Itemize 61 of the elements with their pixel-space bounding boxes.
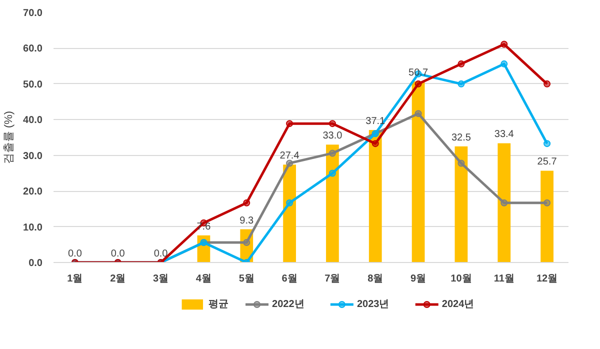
legend-label: 2024년 — [442, 299, 474, 310]
y-tick-label: 10.0 — [23, 222, 43, 234]
y-tick-label: 30.0 — [23, 150, 43, 162]
point — [243, 199, 250, 206]
point — [286, 160, 294, 167]
x-tick-label: 1월 — [67, 274, 83, 284]
point — [243, 239, 250, 246]
y-tick-label: 20.0 — [23, 186, 43, 198]
point — [500, 40, 508, 48]
data-label: 27.4 — [280, 150, 300, 162]
data-label: 0.0 — [154, 248, 168, 260]
point — [286, 120, 294, 128]
bar — [498, 143, 511, 262]
point — [544, 140, 551, 148]
x-tick-label: 2월 — [110, 274, 126, 284]
bar — [412, 81, 425, 262]
point — [414, 110, 422, 118]
point — [328, 120, 336, 128]
bar — [368, 130, 382, 262]
bar — [283, 164, 296, 262]
legend-label: 평균 — [208, 299, 228, 310]
data-label: 25.7 — [537, 156, 558, 168]
point — [286, 199, 294, 206]
bar — [454, 146, 468, 262]
y-tick-label: 60.0 — [23, 44, 43, 55]
y-tick-label: 70.0 — [23, 8, 43, 19]
point — [328, 150, 336, 157]
data-label: 32.5 — [451, 132, 472, 144]
y-tick-label: 0.0 — [28, 258, 43, 269]
x-tick-label: 9월 — [410, 274, 426, 284]
point — [458, 60, 465, 68]
y-axis-title: 검출률 (%) — [3, 110, 16, 164]
data-label: 9.3 — [240, 215, 254, 226]
y-tick-label: 40.0 — [23, 115, 43, 126]
point — [544, 199, 551, 206]
point — [500, 60, 508, 68]
point — [414, 80, 422, 88]
data-label: 33.0 — [322, 130, 343, 142]
legend-label: 2022년 — [272, 299, 304, 310]
x-tick-label: 7월 — [324, 274, 340, 284]
x-tick-label: 11월 — [494, 274, 514, 284]
point — [458, 160, 465, 167]
point — [328, 170, 336, 177]
x-tick-label: 12월 — [536, 274, 558, 284]
data-label: 33.4 — [494, 129, 514, 140]
point — [458, 80, 465, 88]
y-tick-label: 50.0 — [23, 79, 43, 90]
x-tick-label: 6월 — [282, 274, 298, 284]
bar — [326, 144, 339, 262]
data-label: 0.0 — [68, 248, 82, 260]
legend-label: 2023년 — [356, 299, 390, 310]
x-tick-label: 8월 — [368, 274, 384, 284]
point — [500, 199, 508, 206]
x-tick-label: 10월 — [450, 274, 472, 284]
x-tick-label: 3월 — [153, 274, 169, 284]
point — [372, 140, 379, 148]
bar — [540, 170, 554, 262]
point — [544, 80, 551, 88]
x-tick-label: 4월 — [196, 274, 212, 284]
x-tick-label: 5월 — [238, 274, 254, 284]
data-label: 0.0 — [110, 248, 126, 260]
